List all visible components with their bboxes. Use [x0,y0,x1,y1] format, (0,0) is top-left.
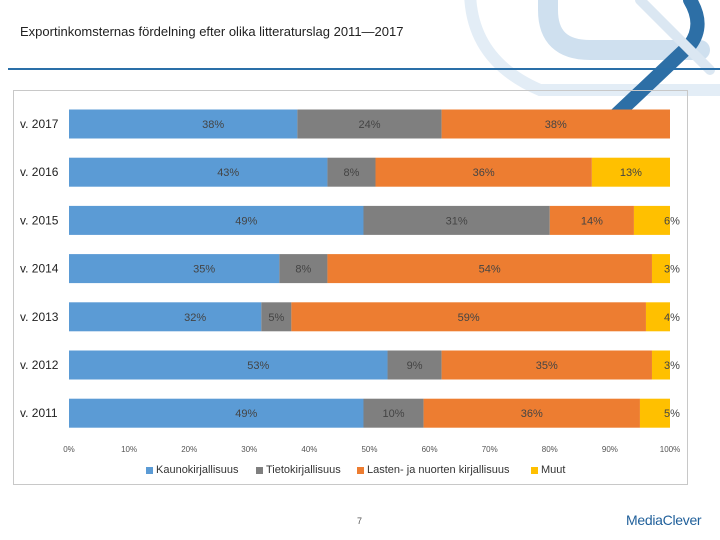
data-label: 24% [358,119,380,131]
x-tick-label: 40% [301,445,317,454]
data-label: 13% [620,167,642,179]
legend-item: Kaunokirjallisuus [146,464,239,476]
x-tick-label: 50% [361,445,377,454]
legend-swatch [146,466,153,474]
data-label: 54% [479,264,501,276]
data-label: 5% [268,312,284,324]
legend-label: Lasten- ja nuorten kirjallisuus [367,464,510,476]
x-tick-label: 90% [602,445,618,454]
data-label: 8% [295,264,311,276]
legend-swatch [531,466,538,474]
data-label: 10% [383,408,405,420]
bar-segment-tietokirjallisuus [327,157,376,187]
x-tick-label: 10% [121,445,137,454]
category-label: v. 2013 [20,310,59,324]
bar-segment-muut [651,350,670,380]
category-label: v. 2016 [20,165,59,179]
bar-segment-tietokirjallisuus [363,205,550,235]
data-label: 3% [664,264,680,276]
bar-segment-kaunokirjallisuus [69,205,364,235]
bar-segment-muut [639,398,670,428]
data-label: 3% [664,360,680,372]
legend-swatch [357,466,364,474]
legend-label: Tietokirjallisuus [266,464,341,476]
legend-item: Lasten- ja nuorten kirjallisuus [357,464,509,476]
legend-swatch [256,466,263,474]
data-label: 4% [664,312,680,324]
bar-segment-lasten-ja-nuorten-kirjallisuus [441,350,652,380]
x-tick-label: 30% [241,445,257,454]
bar-segment-muut [651,254,670,284]
bar-segment-lasten-ja-nuorten-kirjallisuus [549,205,634,235]
bar-segment-lasten-ja-nuorten-kirjallisuus [327,254,652,284]
bar-segment-lasten-ja-nuorten-kirjallisuus [291,302,646,332]
category-label: v. 2011 [20,406,58,420]
data-label: 59% [458,312,480,324]
data-label: 53% [247,360,269,372]
x-tick-label: 60% [422,445,438,454]
data-label: 49% [235,408,257,420]
bar-segment-lasten-ja-nuorten-kirjallisuus [441,109,670,139]
title-rule [8,68,720,70]
bar-segment-lasten-ja-nuorten-kirjallisuus [423,398,640,428]
x-tick-label: 100% [660,445,680,454]
bar-segment-muut [591,157,670,187]
category-label: v. 2012 [20,358,59,372]
decor-arc [464,0,720,96]
bar-segment-muut [645,302,670,332]
data-label: 35% [193,264,215,276]
bar-segment-tietokirjallisuus [279,254,328,284]
slide-title: Exportinkomsternas fördelning efter olik… [20,24,404,39]
data-label: 38% [545,119,567,131]
data-label: 49% [235,215,257,227]
x-tick-label: 20% [181,445,197,454]
legend-label: Kaunokirjallisuus [156,464,239,476]
data-label: 8% [344,167,360,179]
x-tick-label: 70% [482,445,498,454]
page-number: 7 [357,516,363,526]
bar-segment-tietokirjallisuus [363,398,424,428]
data-label: 5% [664,408,680,420]
bar-segment-tietokirjallisuus [297,109,442,139]
data-label: 36% [521,408,543,420]
data-label: 32% [184,312,206,324]
bar-segment-kaunokirjallisuus [69,157,328,187]
chart-frame [13,90,688,485]
data-label: 36% [473,167,495,179]
x-tick-label: 80% [542,445,558,454]
bar-segment-muut [633,205,670,235]
bar-segment-kaunokirjallisuus [69,350,388,380]
x-tick-label: 0% [63,445,75,454]
bar-segment-kaunokirjallisuus [69,109,298,139]
bar-segment-lasten-ja-nuorten-kirjallisuus [375,157,592,187]
data-label: 31% [446,215,468,227]
category-label: v. 2015 [20,213,59,227]
data-label: 14% [581,215,603,227]
bar-segment-tietokirjallisuus [387,350,442,380]
category-label: v. 2017 [20,117,59,131]
bar-segment-tietokirjallisuus [261,302,292,332]
decor-band-light [635,0,715,75]
bar-segment-kaunokirjallisuus [69,302,262,332]
bar-segment-kaunokirjallisuus [69,254,280,284]
data-label: 6% [664,215,680,227]
bar-segment-kaunokirjallisuus [69,398,364,428]
data-label: 38% [202,119,224,131]
data-label: 9% [407,360,423,372]
legend-item: Muut [531,464,565,476]
category-label: v. 2014 [20,262,59,276]
decor-hook [538,0,710,60]
legend-item: Tietokirjallisuus [256,464,341,476]
data-label: 35% [536,360,558,372]
data-label: 43% [217,167,239,179]
legend-label: Muut [541,464,566,476]
mediaclever-logo: MediaClever [626,512,702,528]
